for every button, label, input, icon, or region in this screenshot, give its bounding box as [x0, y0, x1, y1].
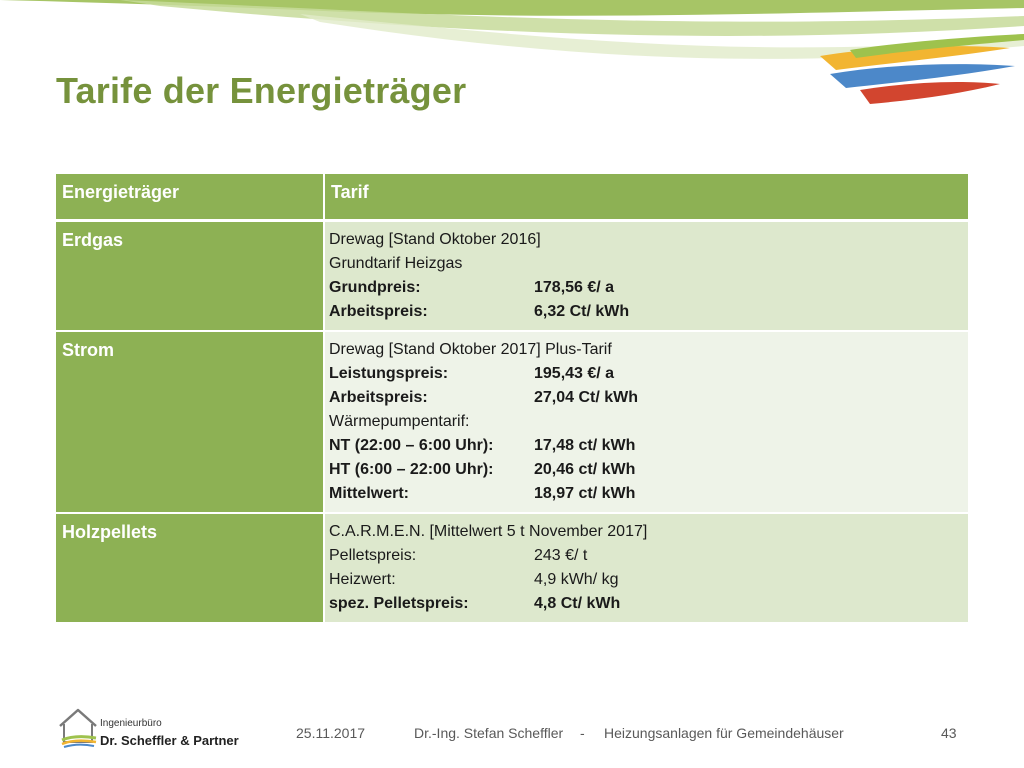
tariff-value: 17,48 ct/ kWh: [534, 437, 636, 454]
tariff-line: spez. Pelletspreis: 4,8 Ct/ kWh: [329, 592, 964, 616]
table-row-erdgas: Erdgas Drewag [Stand Oktober 2016] Grund…: [56, 222, 968, 332]
tariff-value: 243 €/ t: [534, 547, 588, 564]
tariff-key: spez. Pelletspreis:: [329, 595, 469, 612]
tariff-key: Leistungspreis:: [329, 365, 449, 382]
tariff-line: Drewag [Stand Oktober 2017] Plus-Tarif: [329, 338, 964, 362]
tariff-line: Leistungspreis: 195,43 €/ a: [329, 362, 964, 386]
tariff-value: 195,43 €/ a: [534, 365, 615, 382]
tariff-value: 4,9 kWh/ kg: [534, 571, 619, 588]
tariff-key: Mittelwert:: [329, 485, 409, 502]
tariff-value: 18,97 ct/ kWh: [534, 485, 636, 502]
tariff-line: Grundtarif Heizgas: [329, 252, 964, 276]
tariff-text: Drewag [Stand Oktober 2016]: [329, 231, 541, 248]
tariff-value: 27,04 Ct/ kWh: [534, 389, 639, 406]
house-logo-icon: [59, 708, 97, 748]
tariff-line: Heizwert: 4,9 kWh/ kg: [329, 568, 964, 592]
tariff-line: Wärmepumpentarif:: [329, 410, 964, 434]
tariff-line: NT (22:00 – 6:00 Uhr): 17,48 ct/ kWh: [329, 434, 964, 458]
tariff-line: Pelletspreis: 243 €/ t: [329, 544, 964, 568]
footer-author: Dr.-Ing. Stefan Scheffler: [414, 725, 564, 741]
tariff-value: 6,32 Ct/ kWh: [534, 303, 630, 320]
category-cell: Strom: [56, 332, 325, 514]
tariff-key: Pelletspreis:: [329, 547, 417, 564]
tariff-key: Grundpreis:: [329, 279, 421, 296]
page-number: 43: [941, 725, 957, 741]
category-cell: Holzpellets: [56, 514, 325, 624]
tariff-key: HT (6:00 – 22:00 Uhr):: [329, 461, 494, 478]
tariff-line: Grundpreis: 178,56 €/ a: [329, 276, 964, 300]
tariff-text: Grundtarif Heizgas: [329, 255, 463, 272]
table-row-holzpellets: Holzpellets C.A.R.M.E.N. [Mittelwert 5 t…: [56, 514, 968, 624]
tariff-text: C.A.R.M.E.N. [Mittelwert 5 t November 20…: [329, 523, 648, 540]
footer-date: 25.11.2017: [296, 725, 366, 741]
tariff-key: NT (22:00 – 6:00 Uhr):: [329, 437, 494, 454]
column-header-energy-carrier: Energieträger: [56, 174, 325, 222]
tariff-table: Energieträger Tarif Erdgas Drewag [Stand…: [56, 174, 968, 624]
logo-line-2: Dr. Scheffler & Partner: [100, 733, 239, 748]
table-header-row: Energieträger Tarif: [56, 174, 968, 222]
tariff-line: C.A.R.M.E.N. [Mittelwert 5 t November 20…: [329, 520, 964, 544]
tariff-key: Arbeitspreis:: [329, 389, 428, 406]
logo-line-1: Ingenieurbüro: [100, 718, 162, 729]
tariff-line: Arbeitspreis: 27,04 Ct/ kWh: [329, 386, 964, 410]
tariff-value: 20,46 ct/ kWh: [534, 461, 636, 478]
tariff-value: 178,56 €/ a: [534, 279, 615, 296]
tariff-line: Mittelwert: 18,97 ct/ kWh: [329, 482, 964, 506]
tariff-cell: Drewag [Stand Oktober 2017] Plus-Tarif L…: [325, 332, 968, 514]
slide-title: Tarife der Energieträger: [56, 70, 467, 111]
tariff-cell: Drewag [Stand Oktober 2016] Grundtarif H…: [325, 222, 968, 332]
decorative-swoosh: [0, 0, 1024, 104]
column-header-tariff: Tarif: [325, 174, 968, 222]
tariff-text: Wärmepumpentarif:: [329, 413, 470, 430]
footer-separator: -: [580, 725, 585, 741]
table-row-strom: Strom Drewag [Stand Oktober 2017] Plus-T…: [56, 332, 968, 514]
tariff-line: HT (6:00 – 22:00 Uhr): 20,46 ct/ kWh: [329, 458, 964, 482]
tariff-text: Drewag [Stand Oktober 2017] Plus-Tarif: [329, 341, 612, 358]
tariff-key: Heizwert:: [329, 571, 396, 588]
footer-topic: Heizungsanlagen für Gemeindehäuser: [604, 725, 844, 741]
tariff-line: Drewag [Stand Oktober 2016]: [329, 228, 964, 252]
tariff-value: 4,8 Ct/ kWh: [534, 595, 621, 612]
tariff-key: Arbeitspreis:: [329, 303, 428, 320]
tariff-cell: C.A.R.M.E.N. [Mittelwert 5 t November 20…: [325, 514, 968, 624]
tariff-line: Arbeitspreis: 6,32 Ct/ kWh: [329, 300, 964, 324]
category-cell: Erdgas: [56, 222, 325, 332]
